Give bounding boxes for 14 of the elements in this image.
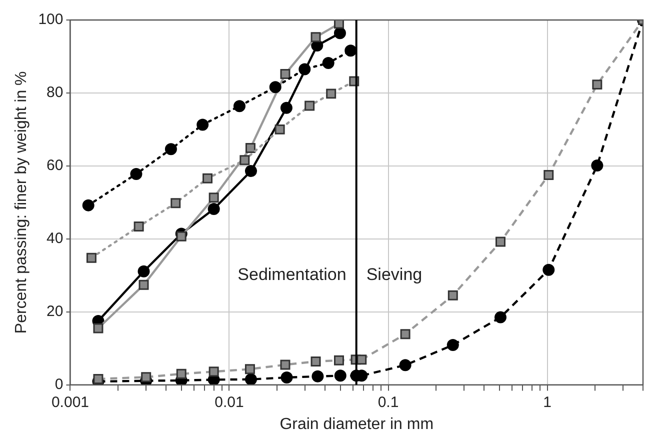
x-tick-label: 1 (543, 394, 552, 411)
annotation: Sieving (366, 265, 422, 284)
y-tick-label: 100 (38, 11, 64, 28)
y-tick-label: 40 (46, 230, 64, 248)
y-tick-label: 80 (46, 84, 64, 102)
y-tick-label: 60 (46, 157, 64, 174)
x-tick-label: 0.01 (214, 394, 244, 411)
y-tick-label: 20 (46, 302, 64, 320)
x-axis-title: Grain diameter in mm (280, 416, 434, 433)
y-axis-title: Percent passing: finer by weight in % (13, 71, 30, 334)
x-tick-label: 0.001 (51, 394, 89, 411)
annotation: Sedimentation (238, 265, 346, 284)
y-tick-label: 0 (54, 376, 64, 393)
x-tick-label: 0.1 (378, 394, 399, 411)
